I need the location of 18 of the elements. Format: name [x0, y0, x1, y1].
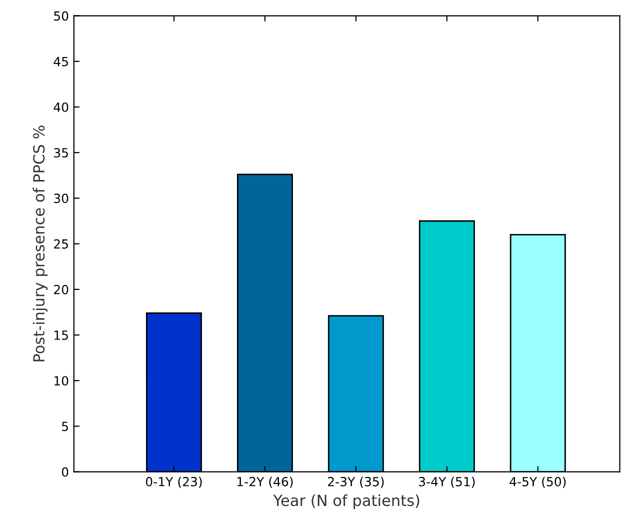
y-tick-label: 20	[54, 284, 68, 294]
x-tick-label: 2-3Y (35)	[328, 476, 384, 488]
y-tick-label: 40	[54, 102, 68, 112]
x-tick-label: 1-2Y (46)	[237, 476, 293, 488]
y-tick-label: 30	[54, 194, 68, 204]
y-tick-label: 35	[54, 148, 68, 158]
x-tick-label: 4-5Y (50)	[510, 476, 566, 488]
x-tick-label: 3-4Y (51)	[419, 476, 475, 488]
y-tick-label: 15	[54, 330, 68, 340]
y-tick-label: 5	[62, 422, 68, 432]
x-axis-title: Year (N of patients)	[273, 494, 420, 510]
y-tick-label: 0	[62, 467, 68, 477]
y-axis-title: Post-injury presence of PPCS %	[32, 126, 48, 362]
y-tick-label: 50	[54, 11, 68, 21]
y-tick-label: 45	[54, 57, 68, 66]
x-tick-label: 0-1Y (23)	[146, 476, 202, 488]
y-tick-label: 25	[54, 239, 68, 249]
y-tick-label: 10	[54, 376, 68, 386]
